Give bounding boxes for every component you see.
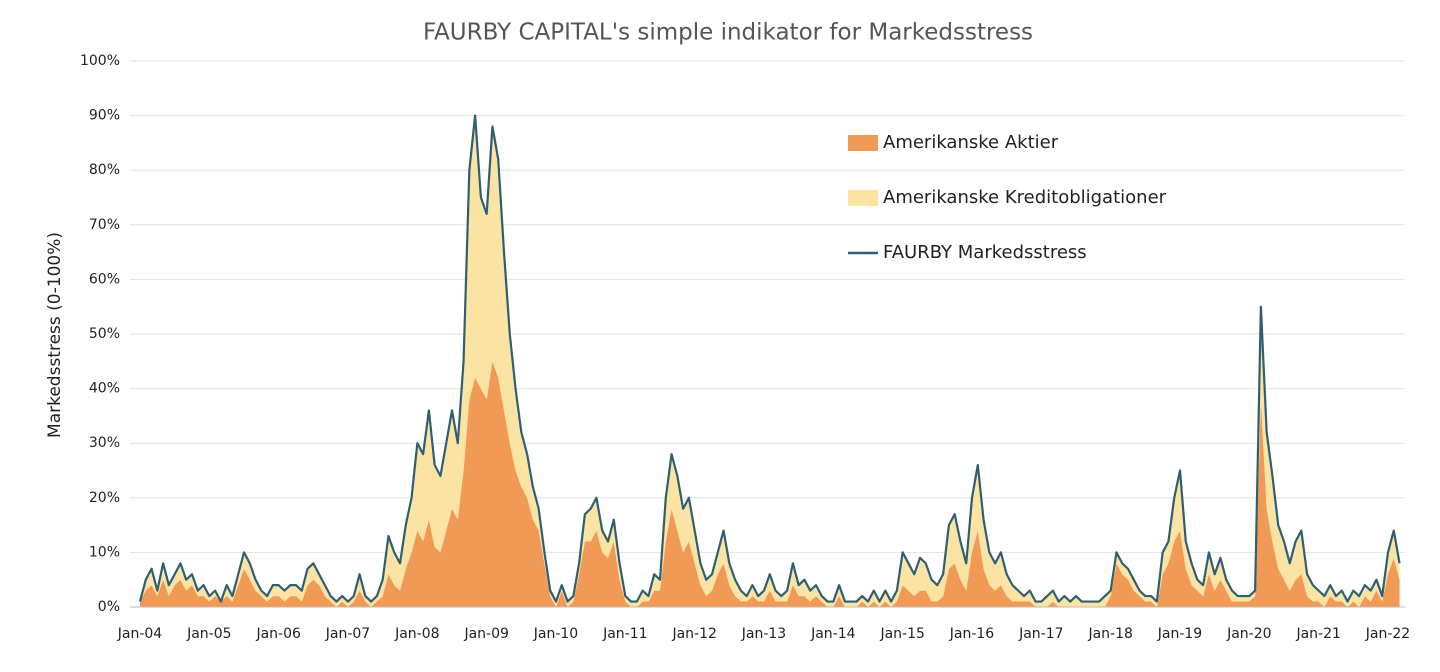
x-tick-label: Jan-18 (1087, 626, 1132, 642)
x-tick-label: Jan-15 (879, 626, 924, 642)
y-tick-label: 80% (89, 162, 120, 178)
legend-swatch (848, 190, 878, 206)
y-tick-label: 60% (89, 271, 120, 287)
line (138, 114, 1401, 603)
y-tick-label: 50% (89, 326, 120, 342)
y-tick-label: 40% (89, 381, 120, 397)
x-tick-label: Jan-09 (463, 626, 508, 642)
legend-swatch (848, 135, 878, 151)
legend-label: Amerikanske Kreditobligationer (883, 187, 1167, 208)
x-tick-label: Jan-11 (602, 626, 647, 642)
x-tick-label: Jan-20 (1226, 626, 1271, 642)
legend-label: FAURBY Markedsstress (883, 242, 1087, 263)
y-tick-label: 100% (80, 53, 120, 69)
y-tick-label: 30% (89, 435, 120, 451)
x-tick-label: Jan-08 (394, 626, 439, 642)
y-tick-label: 70% (89, 217, 120, 233)
legend-label: Amerikanske Aktier (883, 132, 1059, 153)
x-tick-label: Jan-21 (1295, 626, 1340, 642)
x-tick-label: Jan-14 (810, 626, 856, 642)
y-tick-label: 20% (89, 490, 120, 506)
x-tick-label: Jan-04 (117, 626, 163, 642)
x-tick-label: Jan-13 (741, 626, 786, 642)
x-tick-label: Jan-06 (255, 626, 301, 642)
x-tick-label: Jan-17 (1018, 626, 1063, 642)
y-axis-label: Markedsstress (0-100%) (45, 232, 65, 438)
y-tick-label: 10% (89, 544, 120, 560)
y-tick-label: 90% (89, 108, 120, 124)
x-tick-label: Jan-19 (1157, 626, 1202, 642)
area (140, 115, 1400, 607)
x-tick-label: Jan-10 (533, 626, 578, 642)
x-tick-label: Jan-22 (1365, 626, 1410, 642)
y-tick-label: 0% (98, 599, 120, 615)
x-tick-label: Jan-05 (186, 626, 231, 642)
x-tick-label: Jan-16 (949, 626, 995, 642)
x-tick-label: Jan-12 (671, 626, 716, 642)
chart-title: FAURBY CAPITAL's simple indikator for Ma… (423, 20, 1033, 46)
x-tick-label: Jan-07 (325, 626, 370, 642)
area (140, 361, 1400, 607)
